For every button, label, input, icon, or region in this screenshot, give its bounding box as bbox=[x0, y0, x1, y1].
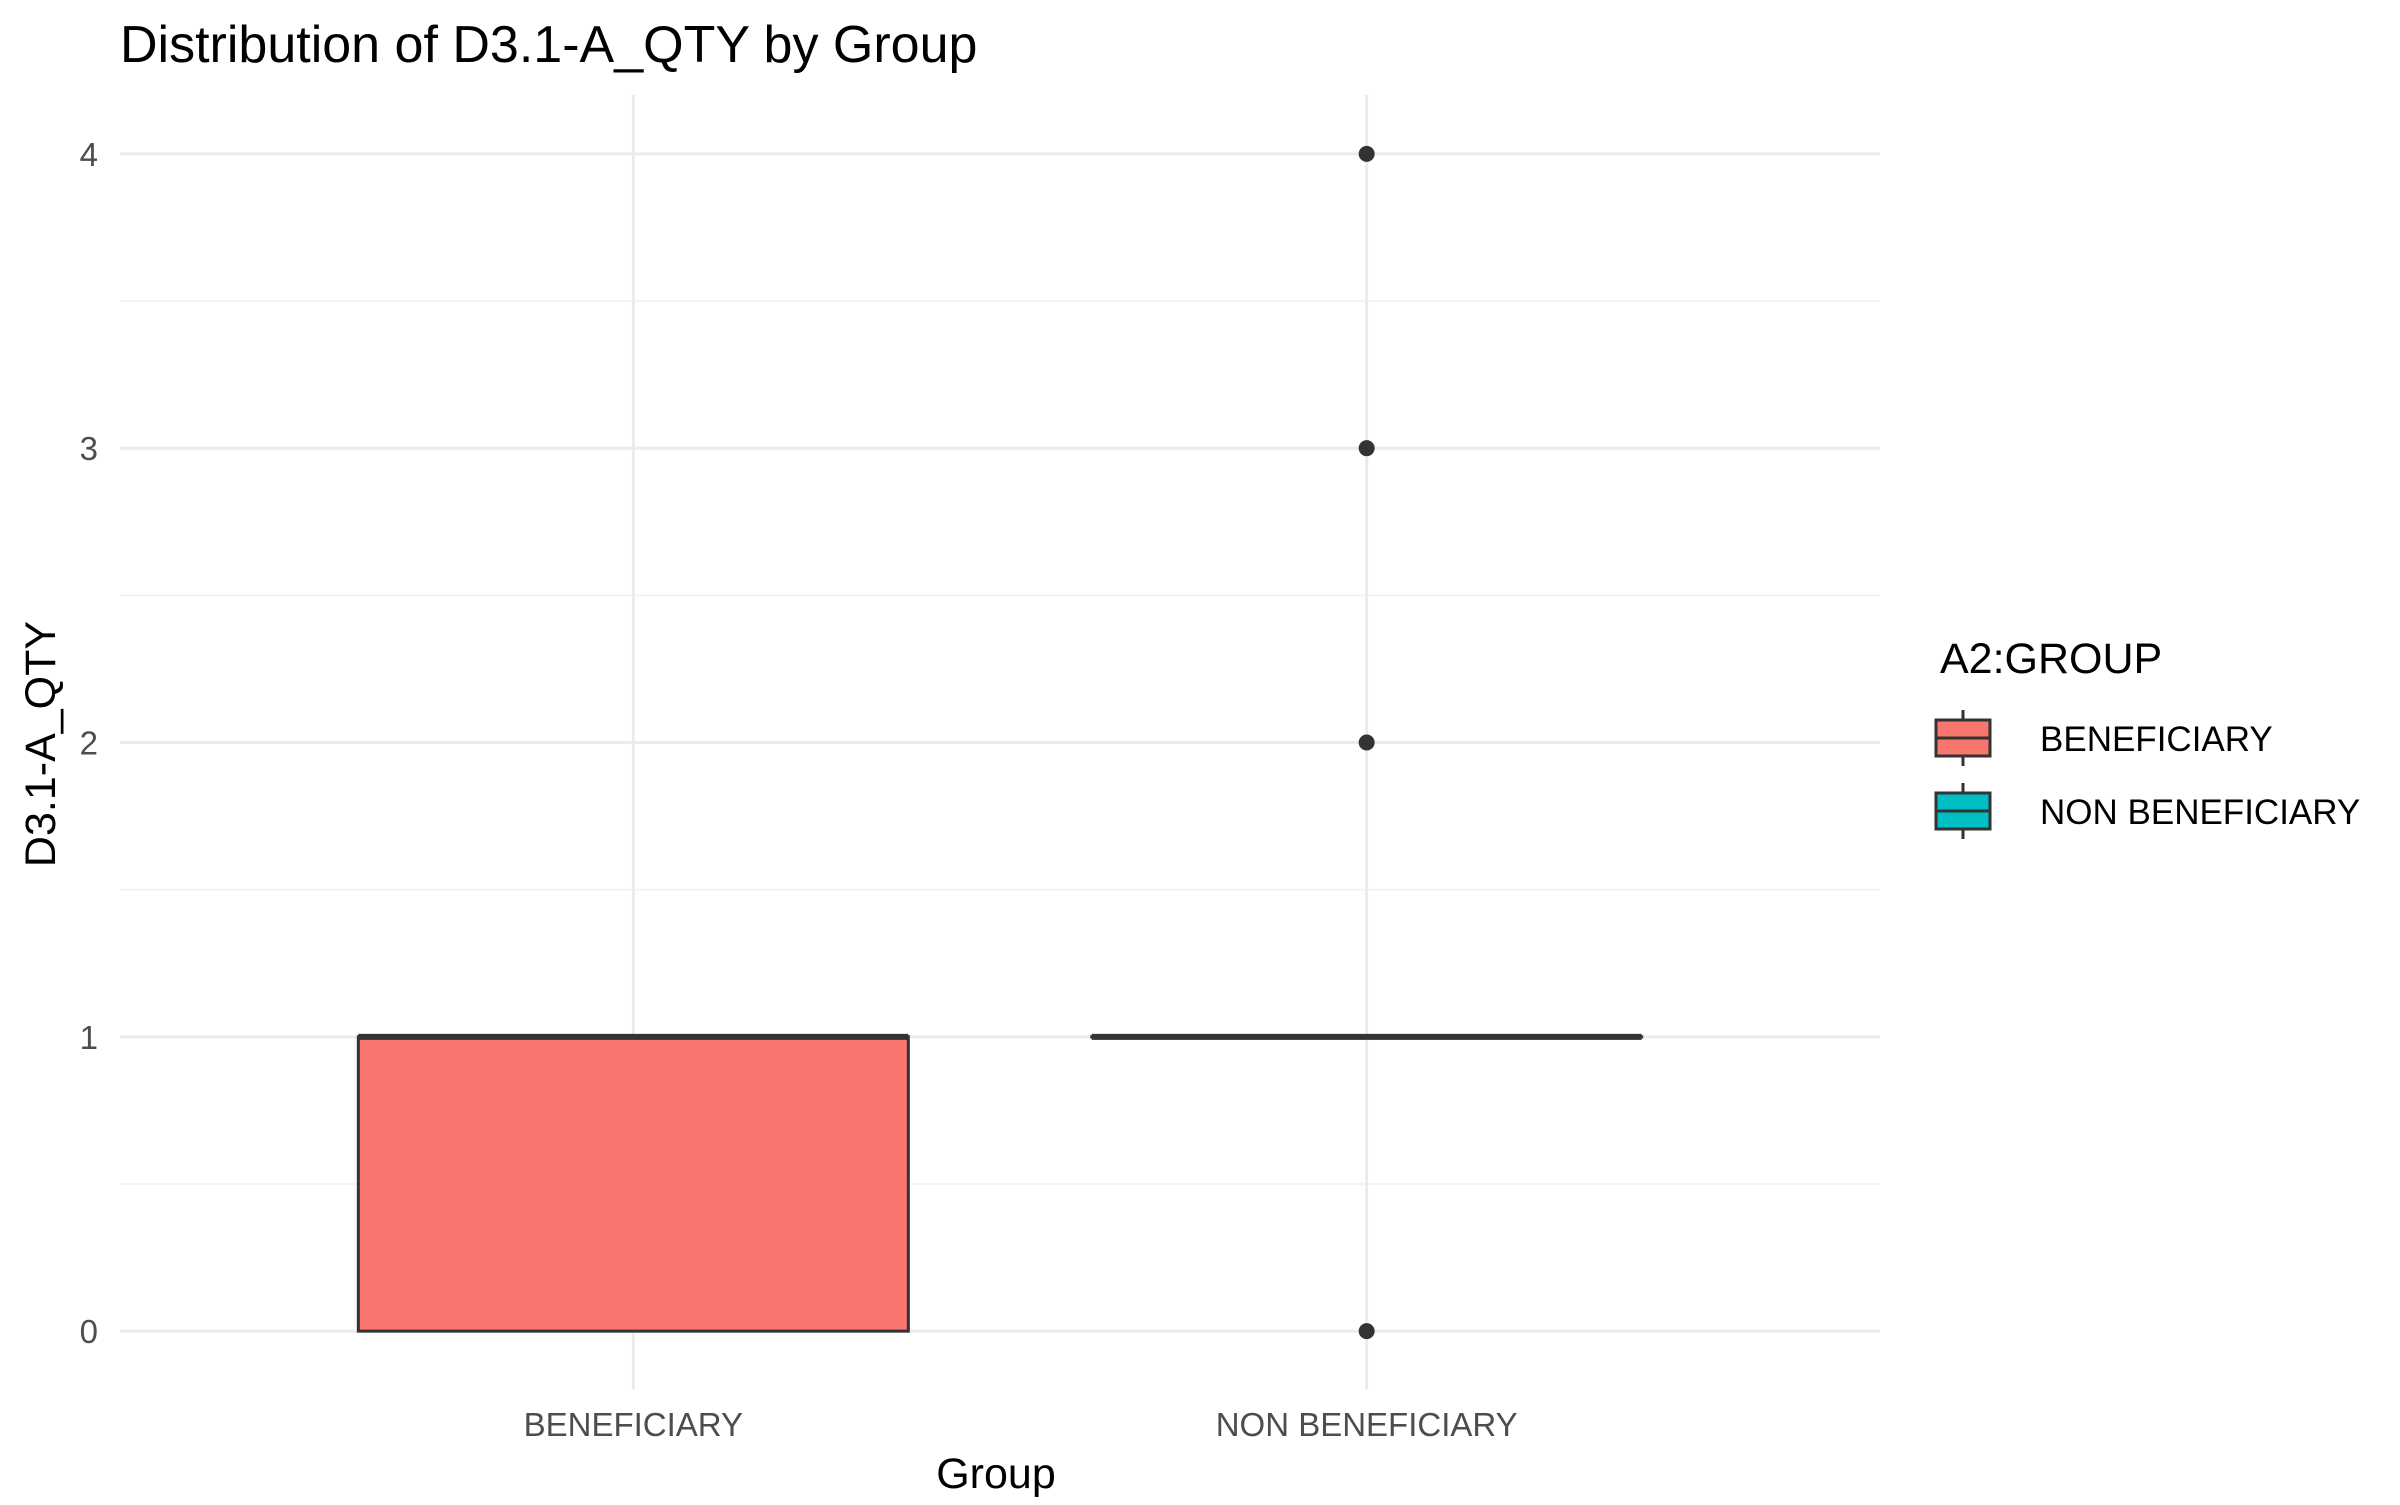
chart-title: Distribution of D3.1-A_QTY by Group bbox=[120, 16, 977, 74]
y-tick-label: 0 bbox=[80, 1313, 98, 1350]
y-tick-label: 1 bbox=[80, 1019, 98, 1056]
legend-label: NON BENEFICIARY bbox=[2040, 793, 2360, 832]
y-tick-label: 4 bbox=[80, 136, 98, 173]
outlier-point bbox=[1359, 440, 1375, 456]
y-axis-title: D3.1-A_QTY bbox=[17, 621, 65, 867]
outlier-point bbox=[1359, 735, 1375, 751]
outlier-point bbox=[1359, 146, 1375, 162]
y-tick-label: 2 bbox=[80, 725, 98, 762]
x-tick-label: BENEFICIARY bbox=[524, 1406, 743, 1443]
legend-entries: BENEFICIARY NON BENEFICIARY bbox=[1936, 710, 2360, 839]
legend: A2:GROUP BENEFICIARY NON BENEFICIARY bbox=[1936, 635, 2360, 839]
x-tick-label: NON BENEFICIARY bbox=[1216, 1406, 1518, 1443]
legend-entry: BENEFICIARY bbox=[1936, 710, 2273, 766]
y-tick-label: 3 bbox=[80, 430, 98, 467]
legend-entry: NON BENEFICIARY bbox=[1936, 783, 2360, 839]
x-axis-title: Group bbox=[936, 1450, 1056, 1498]
outlier-point bbox=[1359, 1323, 1375, 1339]
legend-title: A2:GROUP bbox=[1940, 635, 2162, 683]
box-beneficiary bbox=[358, 1037, 908, 1331]
legend-label: BENEFICIARY bbox=[2040, 720, 2273, 759]
